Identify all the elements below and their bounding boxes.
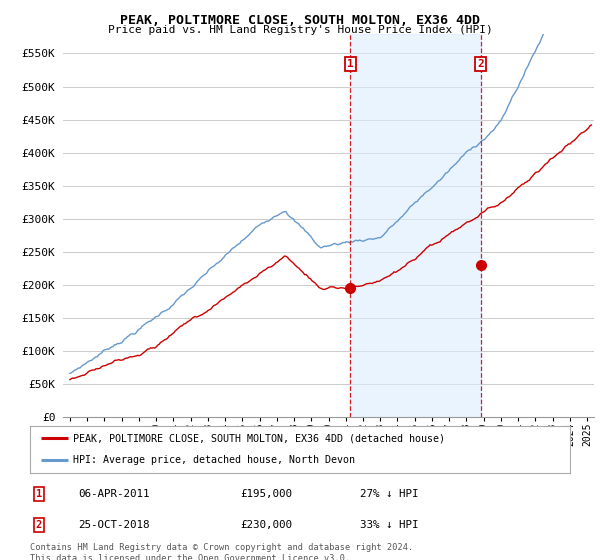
Text: HPI: Average price, detached house, North Devon: HPI: Average price, detached house, Nort… [73, 455, 355, 465]
Text: 1: 1 [36, 489, 42, 499]
Text: 33% ↓ HPI: 33% ↓ HPI [360, 520, 419, 530]
Text: 25-OCT-2018: 25-OCT-2018 [78, 520, 149, 530]
Bar [350, 34, 481, 417]
Text: 1: 1 [347, 59, 354, 69]
Text: £230,000: £230,000 [240, 520, 292, 530]
Text: Price paid vs. HM Land Registry's House Price Index (HPI): Price paid vs. HM Land Registry's House … [107, 25, 493, 35]
Text: £195,000: £195,000 [240, 489, 292, 499]
Text: PEAK, POLTIMORE CLOSE, SOUTH MOLTON, EX36 4DD (detached house): PEAK, POLTIMORE CLOSE, SOUTH MOLTON, EX3… [73, 433, 445, 444]
Text: 27% ↓ HPI: 27% ↓ HPI [360, 489, 419, 499]
Text: 2: 2 [36, 520, 42, 530]
Text: 06-APR-2011: 06-APR-2011 [78, 489, 149, 499]
Text: 2: 2 [477, 59, 484, 69]
Text: Contains HM Land Registry data © Crown copyright and database right 2024.
This d: Contains HM Land Registry data © Crown c… [30, 543, 413, 560]
Text: PEAK, POLTIMORE CLOSE, SOUTH MOLTON, EX36 4DD: PEAK, POLTIMORE CLOSE, SOUTH MOLTON, EX3… [120, 14, 480, 27]
